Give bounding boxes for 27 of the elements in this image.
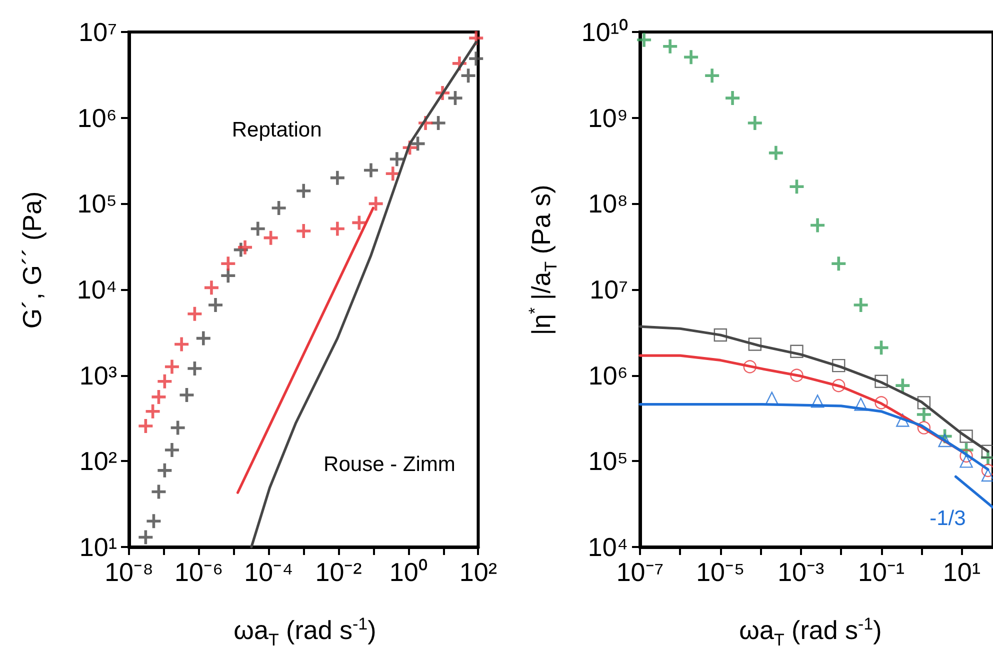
x-tick-label: 10¹ [942,557,981,587]
y-tick-label: 10⁵ [77,188,117,219]
x-tick-label: 10⁻³ [778,557,824,587]
y-tick-label: 10⁶ [588,360,628,390]
x-tick-label: 10⁻⁴ [244,557,294,587]
y-tick-label: 10⁸ [588,188,628,219]
y-tick-label: 10⁵ [588,446,628,476]
x-tick-label: 10⁻⁵ [696,557,745,587]
y-axis-title: G´, G´´ (Pa) [17,190,47,328]
y-tick-label: 10⁶ [77,102,117,133]
y-tick-label: 10³ [79,360,118,390]
y-tick-label: 10² [79,446,118,476]
annotation: Reptation [232,118,322,142]
x-axis-title: ωa$_{T}$ (rad s$^{-1}$) [739,614,882,650]
x-axis-title: ωa$_{T}$ (rad s$^{-1}$) [234,614,376,650]
y-tick-label: 10⁴ [76,274,117,304]
y-tick-label: 10¹⁰ [581,17,628,47]
x-tick-label: 10⁰ [389,557,428,587]
x-tick-label: 10² [459,557,498,587]
annotation: Rouse - Zimm [324,453,456,476]
y-tick-label: 10⁷ [590,274,628,304]
y-tick-label: 10⁷ [78,17,117,47]
x-tick-label: 10⁻² [315,557,362,587]
y-tick-label: 10⁹ [588,102,628,133]
x-tick-label: 10⁻⁶ [174,557,224,587]
x-tick-label: 10⁻¹ [858,557,905,587]
series-label: -1/3 [930,507,966,530]
